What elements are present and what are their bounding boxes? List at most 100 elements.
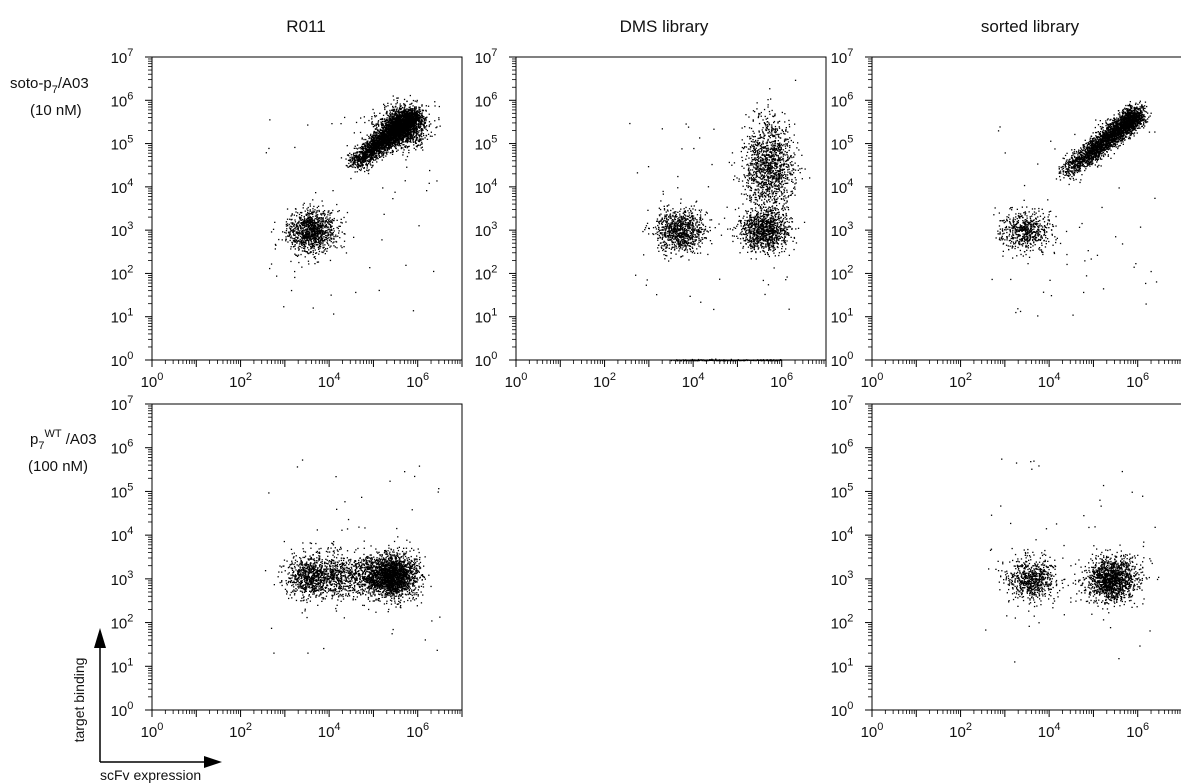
data-point	[378, 130, 380, 132]
data-point	[381, 159, 383, 161]
data-point	[386, 126, 388, 128]
data-point	[322, 246, 324, 248]
data-point	[324, 236, 327, 239]
data-point	[328, 233, 330, 235]
data-point	[356, 166, 359, 168]
data-point	[333, 245, 335, 247]
data-point	[307, 237, 310, 239]
data-point	[381, 154, 383, 156]
data-point	[365, 146, 367, 148]
data-point	[330, 232, 332, 234]
data-point	[386, 124, 388, 127]
data-point	[315, 240, 317, 242]
data-point	[318, 230, 320, 232]
data-point	[314, 263, 316, 265]
data-point	[406, 134, 408, 136]
data-point	[384, 143, 386, 145]
data-point	[310, 219, 312, 221]
data-point	[408, 123, 410, 125]
data-point	[385, 151, 387, 153]
data-point	[338, 210, 340, 212]
data-point	[309, 239, 311, 241]
data-point	[336, 203, 338, 206]
data-point	[325, 232, 327, 234]
data-point	[407, 130, 410, 132]
data-point	[382, 139, 384, 141]
data-point	[383, 149, 386, 151]
data-point	[307, 214, 309, 216]
data-point	[360, 117, 362, 119]
data-point	[297, 232, 300, 234]
data-point	[417, 117, 419, 119]
data-point	[308, 226, 310, 228]
data-point	[304, 248, 306, 250]
data-point	[313, 223, 316, 225]
data-point	[381, 122, 383, 124]
data-point	[375, 137, 377, 139]
data-point	[380, 142, 382, 144]
data-point	[287, 235, 289, 237]
data-point	[407, 128, 409, 130]
data-point	[305, 228, 307, 230]
data-point	[394, 144, 396, 146]
data-point	[286, 218, 289, 220]
data-point	[331, 225, 333, 227]
data-point	[320, 245, 322, 248]
data-point	[392, 139, 395, 142]
data-point	[306, 236, 308, 238]
data-point	[328, 220, 330, 222]
data-point	[348, 162, 350, 165]
data-point	[375, 144, 378, 146]
data-point	[403, 123, 405, 125]
data-point	[372, 126, 375, 128]
data-point	[316, 223, 318, 225]
data-point	[375, 145, 377, 147]
data-point	[391, 151, 393, 153]
data-point	[300, 242, 302, 244]
data-point	[377, 157, 379, 160]
data-point	[410, 125, 412, 128]
data-point	[361, 155, 364, 157]
data-point	[400, 119, 402, 121]
data-point	[413, 113, 415, 115]
data-point	[322, 223, 324, 225]
data-point	[372, 152, 374, 154]
data-point	[390, 128, 392, 130]
data-point	[321, 200, 323, 202]
data-point	[406, 133, 408, 135]
data-point	[308, 214, 311, 216]
data-point	[373, 155, 375, 158]
data-point	[356, 155, 358, 157]
data-point	[389, 142, 391, 145]
data-point	[370, 158, 372, 160]
data-point	[389, 145, 392, 147]
data-point	[307, 206, 309, 209]
data-point	[385, 146, 387, 148]
data-point	[413, 110, 415, 112]
data-point	[328, 244, 330, 246]
data-point	[387, 133, 389, 135]
data-point	[382, 143, 385, 145]
data-point	[350, 154, 352, 156]
data-point	[316, 211, 318, 213]
data-point	[367, 140, 369, 142]
data-point	[393, 127, 396, 129]
data-point	[373, 154, 375, 156]
data-point	[405, 128, 407, 130]
data-point	[317, 232, 319, 234]
data-point	[300, 233, 302, 235]
data-point	[396, 118, 398, 120]
data-point	[295, 254, 297, 256]
data-point	[390, 143, 392, 145]
data-point	[289, 229, 292, 231]
data-point	[409, 139, 412, 141]
data-point	[385, 152, 387, 154]
data-point	[294, 234, 296, 236]
data-point	[389, 122, 392, 124]
data-point	[388, 135, 391, 137]
data-point	[421, 132, 423, 134]
data-point	[377, 150, 380, 152]
data-point	[409, 94, 411, 97]
data-point	[325, 238, 327, 240]
data-point	[401, 110, 403, 113]
